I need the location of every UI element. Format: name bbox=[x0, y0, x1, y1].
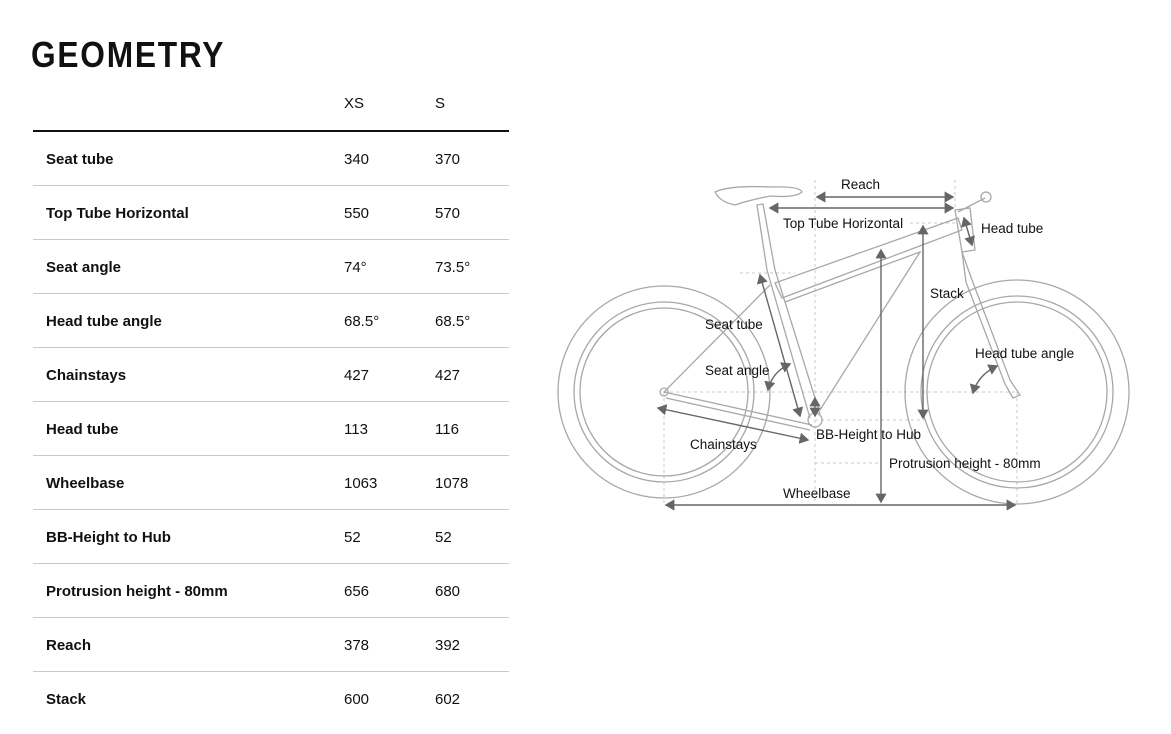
table-row: BB-Height to Hub 52 52 bbox=[33, 510, 509, 564]
head-tube-arrow bbox=[961, 216, 975, 247]
row-label: Reach bbox=[46, 637, 92, 654]
value-xs: 378 bbox=[344, 637, 370, 654]
value-xs: 68.5° bbox=[344, 313, 380, 330]
table-row: Seat tube 340 370 bbox=[33, 132, 509, 186]
value-s: 602 bbox=[435, 691, 461, 708]
row-label: Seat angle bbox=[46, 259, 122, 276]
row-label: Wheelbase bbox=[46, 475, 125, 492]
value-s: 570 bbox=[435, 205, 461, 222]
head-tube-angle-arrow bbox=[969, 364, 999, 395]
label-protrusion: Protrusion height - 80mm bbox=[889, 456, 1041, 471]
geometry-table: XS S Seat tube 340 370 Top Tube Horizontal 5… bbox=[33, 84, 509, 725]
value-xs: 427 bbox=[344, 367, 370, 384]
row-label: Protrusion height - 80mm bbox=[46, 583, 228, 600]
row-label: Head tube angle bbox=[46, 313, 162, 330]
seat-tube bbox=[756, 203, 821, 419]
value-xs: 656 bbox=[344, 583, 370, 600]
front-wheel bbox=[904, 279, 1130, 505]
table-row: Seat angle 74° 73.5° bbox=[33, 240, 509, 294]
label-top-tube: Top Tube Horizontal bbox=[783, 216, 903, 231]
table-row: Wheelbase 1063 1078 bbox=[33, 456, 509, 510]
table-row: Head tube angle 68.5° 68.5° bbox=[33, 294, 509, 348]
label-seat-tube: Seat tube bbox=[705, 317, 763, 332]
label-chainstays: Chainstays bbox=[690, 437, 757, 452]
column-header-s: S bbox=[435, 95, 446, 112]
row-label: Chainstays bbox=[46, 367, 127, 384]
table-row: Top Tube Horizontal 550 570 bbox=[33, 186, 509, 240]
label-stack: Stack bbox=[930, 286, 964, 301]
page-title: GEOMETRY bbox=[31, 34, 226, 75]
value-xs: 1063 bbox=[344, 475, 378, 492]
row-label: Top Tube Horizontal bbox=[46, 205, 189, 222]
label-bb-height: BB-Height to Hub bbox=[816, 427, 921, 442]
seat-angle-arrow bbox=[764, 362, 792, 392]
saddle bbox=[714, 185, 803, 206]
table-row: Stack 600 602 bbox=[33, 672, 509, 725]
label-seat-angle: Seat angle bbox=[705, 363, 770, 378]
value-s: 73.5° bbox=[435, 259, 471, 276]
seat-tube-arrow bbox=[756, 273, 804, 418]
value-xs: 74° bbox=[344, 259, 367, 276]
table-row: Head tube 113 116 bbox=[33, 402, 509, 456]
table-row: Chainstays 427 427 bbox=[33, 348, 509, 402]
label-wheelbase: Wheelbase bbox=[783, 486, 851, 501]
table-header: XS S bbox=[33, 84, 509, 132]
label-reach: Reach bbox=[841, 177, 880, 192]
value-s: 68.5° bbox=[435, 313, 471, 330]
row-label: Head tube bbox=[46, 421, 119, 438]
table-row: Protrusion height - 80mm 656 680 bbox=[33, 564, 509, 618]
chainstay bbox=[663, 391, 813, 431]
value-s: 427 bbox=[435, 367, 461, 384]
diagram-labels: Reach Top Tube Horizontal Head tube Stac… bbox=[690, 177, 1074, 501]
value-s: 52 bbox=[435, 529, 452, 546]
table-row: Reach 378 392 bbox=[33, 618, 509, 672]
value-s: 1078 bbox=[435, 475, 469, 492]
value-s: 370 bbox=[435, 151, 461, 168]
label-head-tube: Head tube bbox=[981, 221, 1043, 236]
dimension-arrows bbox=[656, 191, 1017, 511]
head-tube bbox=[954, 207, 976, 253]
value-s: 116 bbox=[435, 421, 459, 438]
label-head-tube-angle: Head tube angle bbox=[975, 346, 1074, 361]
fork bbox=[961, 251, 1021, 399]
row-label: Stack bbox=[46, 691, 87, 708]
value-xs: 550 bbox=[344, 205, 370, 222]
chainstays-arrow bbox=[656, 404, 810, 444]
value-xs: 52 bbox=[344, 529, 361, 546]
row-label: BB-Height to Hub bbox=[46, 529, 171, 546]
value-xs: 600 bbox=[344, 691, 370, 708]
row-label: Seat tube bbox=[46, 151, 114, 168]
stem bbox=[957, 197, 986, 213]
value-s: 680 bbox=[435, 583, 461, 600]
value-xs: 340 bbox=[344, 151, 370, 168]
column-header-xs: XS bbox=[344, 95, 365, 112]
seatstay bbox=[663, 284, 771, 393]
down-tube bbox=[784, 250, 922, 411]
value-s: 392 bbox=[435, 637, 461, 654]
value-xs: 113 bbox=[344, 421, 368, 438]
